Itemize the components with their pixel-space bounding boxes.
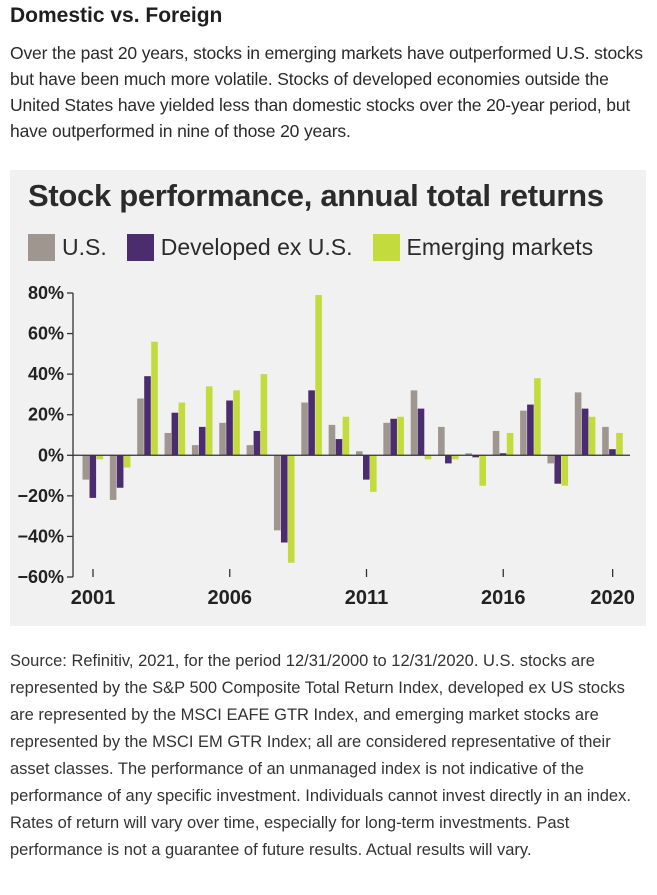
- bar-2012-series-1: [390, 418, 397, 456]
- bar-2017-series-2: [534, 378, 541, 456]
- bar-2005-series-1: [198, 426, 206, 456]
- bar-2011-series-0: [356, 451, 363, 456]
- bar-2002-series-2: [123, 455, 131, 468]
- bar-2016-series-2: [506, 432, 514, 456]
- chart-title: Stock performance, annual total returns: [28, 178, 604, 213]
- y-tick-label-0: 80%: [28, 283, 64, 303]
- bar-2019-series-0: [574, 392, 582, 456]
- y-tick-label-4: 0%: [38, 445, 64, 465]
- bar-2015-series-2: [479, 455, 486, 486]
- bar-2013-series-1: [417, 408, 425, 456]
- bar-2008-series-0: [273, 455, 281, 531]
- page-heading: Domestic vs. Foreign: [10, 4, 223, 27]
- bar-2011-series-2: [370, 455, 377, 492]
- bar-2010-series-0: [328, 424, 336, 456]
- bar-2005-series-0: [191, 445, 199, 456]
- y-tick-label-2: 40%: [28, 364, 64, 384]
- bar-2004-series-2: [178, 402, 186, 456]
- legend-label-emerging: Emerging markets: [406, 233, 594, 260]
- bar-2015-series-0: [465, 453, 472, 456]
- x-tick-label-2006: 2006: [208, 587, 253, 609]
- bar-2019-series-2: [588, 416, 596, 456]
- bar-chart-plot: 80% 60% 40% 20% 0% −20% −40% −60% 2001 2006 2011 20…: [17, 283, 635, 609]
- bar-2014-series-1: [445, 455, 452, 464]
- bar-2003-series-1: [144, 376, 151, 456]
- legend-label-us: U.S.: [62, 233, 107, 260]
- chart-legend: U.S. Developed ex U.S. Emerging markets: [28, 232, 613, 262]
- y-tick-label-5: −20%: [17, 486, 64, 506]
- chart-panel: Stock performance, annual total returns …: [10, 170, 646, 626]
- source-note: Source: Refinitiv, 2021, for the period …: [10, 652, 631, 859]
- y-tick-label-3: 20%: [28, 405, 64, 425]
- bar-2004-series-1: [171, 412, 179, 456]
- bar-2009-series-0: [301, 402, 308, 456]
- bar-2005-series-2: [205, 386, 213, 456]
- bar-2020-series-2: [616, 432, 623, 456]
- y-tick-label-1: 60%: [28, 324, 64, 344]
- bar-2017-series-1: [527, 404, 534, 456]
- bar-2018-series-0: [547, 455, 555, 464]
- y-tick-label-7: −60%: [17, 567, 64, 587]
- bar-2011-series-1: [363, 455, 370, 480]
- bar-2019-series-1: [581, 408, 589, 456]
- legend-swatch-developed: [126, 233, 154, 261]
- y-tick-label-6: −40%: [17, 526, 64, 546]
- bar-2009-series-1: [308, 390, 315, 456]
- bar-2007-series-0: [246, 445, 254, 456]
- bar-2012-series-0: [383, 422, 390, 456]
- bar-2018-series-1: [554, 455, 562, 484]
- bar-2016-series-1: [499, 453, 507, 456]
- bar-2018-series-2: [561, 455, 569, 486]
- bar-2006-series-2: [233, 390, 240, 456]
- bar-2001-series-0: [82, 455, 90, 480]
- bar-2003-series-0: [137, 398, 144, 456]
- bar-2012-series-2: [397, 416, 404, 456]
- legend-swatch-us: [28, 233, 55, 261]
- bar-2015-series-1: [472, 455, 479, 458]
- x-tick-label-2011: 2011: [345, 587, 388, 609]
- legend-item-us: U.S.: [28, 233, 107, 261]
- intro-paragraph: Over the past 20 years, stocks in emergi…: [10, 43, 643, 141]
- bar-2013-series-2: [424, 455, 432, 460]
- legend-label-developed: Developed ex U.S.: [160, 233, 353, 260]
- bar-2007-series-1: [253, 430, 261, 456]
- legend-item-emerging: Emerging markets: [372, 233, 594, 261]
- bar-2002-series-1: [116, 455, 124, 488]
- bar-2010-series-2: [342, 416, 350, 456]
- bar-2016-series-0: [492, 430, 500, 456]
- bar-2008-series-1: [280, 455, 288, 543]
- legend-swatch-emerging: [372, 233, 400, 261]
- bar-2007-series-2: [260, 374, 268, 456]
- bar-2014-series-2: [452, 455, 459, 460]
- x-tick-label-2016: 2016: [481, 587, 526, 609]
- bar-2006-series-0: [219, 422, 226, 456]
- bar-2001-series-2: [96, 455, 104, 460]
- bar-2009-series-2: [315, 295, 322, 456]
- bar-2001-series-1: [89, 455, 97, 498]
- bar-2020-series-1: [609, 449, 616, 456]
- x-tick-label-2020: 2020: [590, 587, 635, 609]
- bar-2020-series-0: [602, 426, 609, 456]
- bar-2002-series-0: [109, 455, 117, 500]
- bar-2008-series-2: [287, 455, 295, 563]
- legend-item-developed: Developed ex U.S.: [126, 233, 353, 261]
- x-tick-label-2001: 2001: [71, 587, 116, 609]
- bar-2014-series-0: [438, 426, 445, 456]
- bar-2013-series-0: [410, 390, 418, 456]
- bar-2017-series-0: [520, 410, 527, 456]
- bar-2010-series-1: [335, 439, 343, 456]
- bar-2004-series-0: [164, 432, 172, 456]
- bar-2003-series-2: [151, 341, 158, 456]
- bar-2006-series-1: [226, 400, 233, 456]
